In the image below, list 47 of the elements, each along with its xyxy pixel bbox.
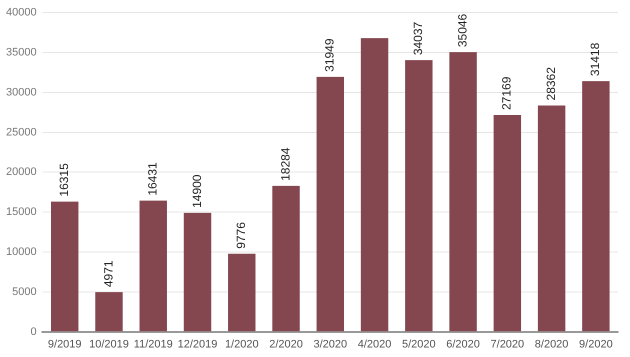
data-label: 4971 bbox=[101, 260, 116, 288]
bar bbox=[228, 254, 256, 332]
bar bbox=[140, 200, 167, 332]
x-tick-label: 5/2020 bbox=[402, 338, 436, 350]
x-tick-label: 11/2019 bbox=[134, 338, 173, 350]
y-tick-label: 20000 bbox=[6, 166, 37, 178]
y-tick-label: 0 bbox=[30, 326, 37, 338]
bar bbox=[405, 60, 433, 332]
bar bbox=[449, 52, 477, 332]
data-label: 31949 bbox=[322, 38, 337, 72]
x-tick-label: 2/2020 bbox=[269, 338, 303, 350]
x-tick-label: 6/2020 bbox=[446, 338, 480, 350]
bar bbox=[316, 76, 344, 332]
bar bbox=[360, 38, 388, 332]
x-tick-label: 1/2020 bbox=[224, 338, 259, 350]
data-label: 34037 bbox=[411, 21, 426, 56]
x-tick-label: 4/2020 bbox=[358, 338, 392, 350]
y-tick-label: 35000 bbox=[6, 46, 37, 59]
bar bbox=[51, 202, 78, 332]
bar bbox=[582, 81, 610, 332]
y-tick-label: 25000 bbox=[6, 126, 37, 138]
x-tick-label: 3/2020 bbox=[313, 338, 348, 350]
bar bbox=[272, 186, 300, 332]
data-label: 31418 bbox=[588, 42, 602, 76]
data-label: 35046 bbox=[455, 13, 470, 48]
x-tick-label: 9/2019 bbox=[48, 338, 82, 350]
data-label: 16315 bbox=[57, 162, 72, 197]
data-label: 18284 bbox=[278, 147, 292, 181]
data-label: 9776 bbox=[234, 222, 248, 249]
x-tick-label: 12/2019 bbox=[178, 338, 218, 350]
y-tick-label: 5000 bbox=[12, 286, 37, 298]
data-label: 27169 bbox=[500, 76, 514, 110]
bar bbox=[538, 105, 566, 332]
bar bbox=[95, 292, 123, 332]
y-tick-label: 30000 bbox=[6, 86, 37, 98]
x-tick-label: 7/2020 bbox=[490, 338, 524, 350]
y-tick-label: 10000 bbox=[6, 246, 37, 258]
data-label: 28362 bbox=[544, 66, 558, 100]
x-tick-label: 9/2020 bbox=[579, 338, 613, 350]
data-label: 14900 bbox=[190, 174, 204, 208]
y-tick-label: 40000 bbox=[6, 6, 37, 19]
x-tick-label: 8/2020 bbox=[534, 338, 568, 350]
bar bbox=[494, 114, 522, 332]
y-tick-label: 15000 bbox=[6, 206, 37, 218]
bar bbox=[184, 212, 212, 332]
data-label: 16431 bbox=[146, 162, 160, 196]
x-tick-label: 10/2019 bbox=[89, 338, 129, 350]
